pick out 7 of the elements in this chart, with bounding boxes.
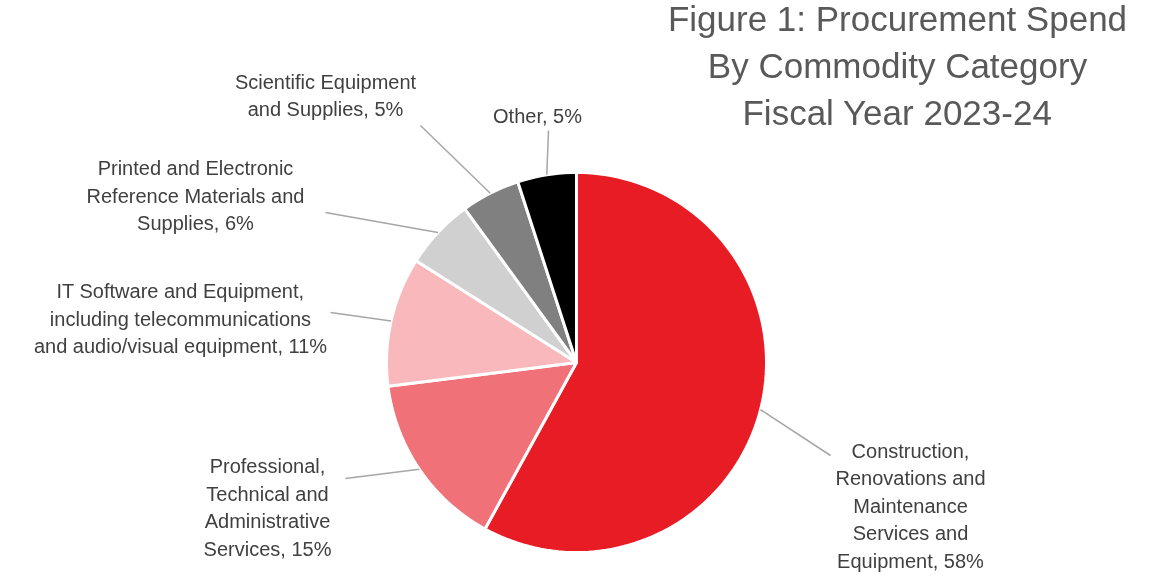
slice-label: Construction, Renovations and Maintenance Services and Equipment, 58% xyxy=(835,439,986,572)
chart-title: Figure 1: Procurement Spend By Commodity Category Fiscal Year 2023-24 xyxy=(667,0,1128,132)
slice-label: Professional, Technical and Administrative Services, 15% xyxy=(203,455,332,560)
slice-label: Other, 5% xyxy=(493,104,583,127)
slice-label: Printed and Electronic Reference Materials and Supplies, 6% xyxy=(86,157,305,234)
slice-label: IT Software and Equipment, including telecommunications and audio/visual equipment, 11% xyxy=(33,280,328,357)
slice-label: Scientific Equipment and Supplies, 5% xyxy=(234,70,417,121)
